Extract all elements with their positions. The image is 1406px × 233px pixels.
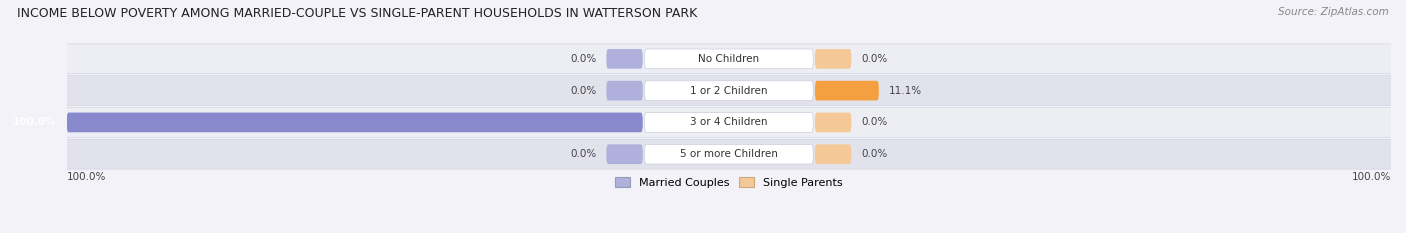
Text: 0.0%: 0.0%: [862, 149, 887, 159]
Text: 100.0%: 100.0%: [66, 172, 105, 182]
FancyBboxPatch shape: [644, 81, 813, 100]
Text: 0.0%: 0.0%: [571, 86, 596, 96]
FancyBboxPatch shape: [815, 144, 852, 164]
Text: 100.0%: 100.0%: [1351, 172, 1391, 182]
FancyBboxPatch shape: [606, 81, 643, 100]
FancyBboxPatch shape: [63, 76, 1395, 106]
Text: 0.0%: 0.0%: [862, 117, 887, 127]
FancyBboxPatch shape: [63, 139, 1395, 169]
Text: 1 or 2 Children: 1 or 2 Children: [690, 86, 768, 96]
Text: 0.0%: 0.0%: [862, 54, 887, 64]
FancyBboxPatch shape: [63, 44, 1395, 74]
Text: No Children: No Children: [699, 54, 759, 64]
FancyBboxPatch shape: [644, 144, 813, 164]
Text: INCOME BELOW POVERTY AMONG MARRIED-COUPLE VS SINGLE-PARENT HOUSEHOLDS IN WATTERS: INCOME BELOW POVERTY AMONG MARRIED-COUPL…: [17, 7, 697, 20]
FancyBboxPatch shape: [66, 113, 643, 132]
Text: 0.0%: 0.0%: [571, 149, 596, 159]
Text: 0.0%: 0.0%: [571, 54, 596, 64]
FancyBboxPatch shape: [606, 144, 643, 164]
FancyBboxPatch shape: [815, 81, 879, 100]
FancyBboxPatch shape: [815, 113, 852, 132]
Legend: Married Couples, Single Parents: Married Couples, Single Parents: [610, 173, 848, 192]
Text: Source: ZipAtlas.com: Source: ZipAtlas.com: [1278, 7, 1389, 17]
FancyBboxPatch shape: [606, 49, 643, 69]
Text: 100.0%: 100.0%: [13, 117, 56, 127]
FancyBboxPatch shape: [644, 49, 813, 69]
FancyBboxPatch shape: [63, 107, 1395, 137]
Text: 5 or more Children: 5 or more Children: [681, 149, 778, 159]
Text: 11.1%: 11.1%: [889, 86, 922, 96]
FancyBboxPatch shape: [644, 113, 813, 132]
FancyBboxPatch shape: [815, 49, 852, 69]
Text: 3 or 4 Children: 3 or 4 Children: [690, 117, 768, 127]
